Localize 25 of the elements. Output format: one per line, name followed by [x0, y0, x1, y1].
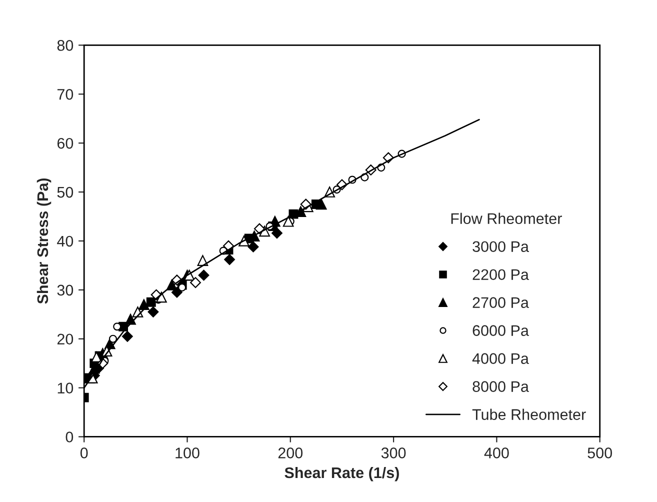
legend-label: 8000 Pa: [472, 381, 529, 392]
y-tick-label: 80: [57, 40, 74, 51]
legend-title: Flow Rheometer: [451, 212, 562, 224]
x-tick-label: 400: [484, 448, 509, 458]
legend-label: 3000 Pa: [472, 241, 529, 252]
x-tick-label: 300: [381, 448, 406, 458]
x-tick-label: 100: [176, 448, 200, 458]
legend-label: 6000 Pa: [472, 325, 529, 336]
legend-label: 4000 Pa: [472, 353, 529, 364]
x-axis-title: Shear Rate (1/s): [284, 466, 399, 482]
y-tick-label: 50: [57, 186, 74, 198]
y-tick-label: 60: [57, 138, 74, 149]
y-tick-label: 10: [58, 382, 74, 394]
x-tick-label: 200: [278, 448, 303, 458]
y-tick-label: 30: [57, 284, 74, 296]
y-axis-title: Shear Stress (Pa): [36, 178, 52, 304]
y-tick-label: 40: [57, 236, 74, 247]
y-tick-label: 20: [57, 334, 74, 345]
legend-label: 2700 Pa: [472, 297, 529, 308]
legend-label: Tube Rheometer: [472, 408, 586, 420]
y-tick-label: 70: [57, 88, 74, 100]
x-tick-label: 500: [588, 448, 612, 458]
y-tick-label: 0: [66, 432, 74, 442]
legend-label: 2200 Pa: [472, 269, 529, 280]
x-tick-label: 0: [80, 448, 88, 458]
